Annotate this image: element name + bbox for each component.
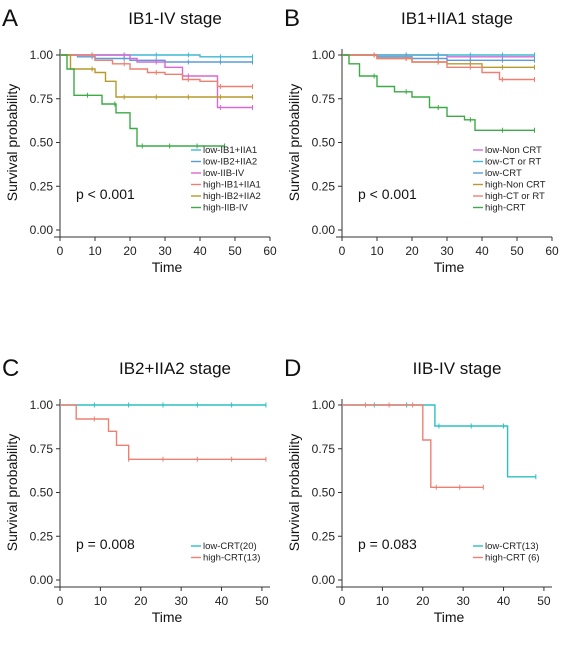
y-tick-label: 0.75	[312, 442, 336, 456]
legend-entry: low-CRT(20)	[203, 541, 257, 552]
y-tick-label: 1.00	[312, 48, 336, 62]
chart-title: IB1+IIA1 stage	[401, 9, 513, 28]
legend-entry: low-Non CRT	[485, 145, 542, 156]
x-tick-label: 50	[537, 594, 551, 608]
x-tick-label: 10	[370, 244, 384, 258]
panel-a: A IB1-IV stage 0.00 0.25 0.50 0.75 1.00 0 10 20 30…	[0, 0, 283, 319]
survival-curve	[60, 54, 253, 98]
panel-b: B IB1+IIA1 stage 0.00 0.25 0.50 0.75 1.00 0 10 20…	[282, 0, 565, 319]
survival-curve	[342, 54, 535, 81]
legend-entry: high-IIB-IV	[203, 203, 249, 214]
y-tick-label: 0.75	[30, 442, 54, 456]
x-axis-label: Time	[434, 609, 465, 625]
legend-entry: high-IB2+IIA2	[203, 191, 261, 202]
y-tick-label: 0.00	[312, 223, 336, 237]
legend-entry: low-CRT	[485, 168, 522, 179]
x-tick-label: 10	[376, 594, 390, 608]
y-tick-label: 0.25	[312, 529, 336, 543]
y-tick-label: 0.25	[30, 179, 54, 193]
y-tick-label: 0.25	[30, 529, 54, 543]
y-tick-label: 1.00	[30, 48, 54, 62]
x-tick-label: 30	[158, 244, 172, 258]
x-tick-label: 40	[215, 594, 229, 608]
legend-entry: high-IB1+IIA1	[203, 180, 261, 191]
legend-entry: high-CT or RT	[485, 191, 545, 202]
survival-curve	[60, 404, 266, 460]
y-axis-label: Survival probability	[286, 84, 302, 202]
x-tick-label: 20	[123, 244, 137, 258]
p-value: p < 0.001	[358, 186, 417, 202]
chart-title: IB2+IIA2 stage	[119, 359, 231, 378]
y-tick-label: 1.00	[312, 398, 336, 412]
x-axis-label: Time	[152, 609, 183, 625]
survival-curve	[342, 404, 536, 478]
y-tick-label: 0.00	[312, 573, 336, 587]
km-chart: A IB1-IV stage 0.00 0.25 0.50 0.75 1.00 0 10 20 30…	[2, 5, 277, 275]
y-tick-label: 1.00	[30, 398, 54, 412]
x-tick-label: 30	[456, 594, 470, 608]
x-tick-label: 30	[174, 594, 188, 608]
panel-letter: A	[2, 5, 18, 32]
x-tick-label: 20	[134, 594, 148, 608]
legend-entry: high-CRT (6)	[485, 553, 540, 564]
y-axis-label: Survival probability	[286, 434, 302, 552]
legend-entry: low-IB2+IIA2	[203, 157, 257, 168]
x-tick-label: 10	[94, 594, 108, 608]
panel-d: D IIB-IV stage 0.00 0.25 0.50 0.75 1.00 0 10 20 30…	[282, 350, 565, 669]
km-chart: D IIB-IV stage 0.00 0.25 0.50 0.75 1.00 0 10 20 30…	[284, 355, 552, 625]
panel-c: C IB2+IIA2 stage 0.00 0.25 0.50 0.75 1.00 0 10 20…	[0, 350, 283, 669]
panel-letter: C	[2, 355, 19, 382]
y-tick-label: 0.00	[30, 223, 54, 237]
y-axis-label: Survival probability	[4, 434, 20, 552]
legend-entry: high-CRT(13)	[203, 553, 260, 564]
chart-title: IIB-IV stage	[413, 359, 502, 378]
p-value: p < 0.001	[76, 186, 135, 202]
x-tick-label: 0	[57, 244, 64, 258]
y-tick-label: 0.00	[30, 573, 54, 587]
x-tick-label: 60	[263, 244, 277, 258]
x-tick-label: 40	[193, 244, 207, 258]
y-tick-label: 0.50	[30, 486, 54, 500]
y-tick-label: 0.75	[30, 92, 54, 106]
y-tick-label: 0.50	[312, 136, 336, 150]
survival-curve	[342, 54, 535, 131]
p-value: p = 0.008	[76, 536, 135, 552]
legend-entry: high-CRT	[485, 203, 526, 214]
km-chart: B IB1+IIA1 stage 0.00 0.25 0.50 0.75 1.00 0 10 20…	[284, 5, 559, 275]
km-chart: C IB2+IIA2 stage 0.00 0.25 0.50 0.75 1.00 0 10 20…	[2, 355, 270, 625]
x-tick-label: 40	[475, 244, 489, 258]
x-axis-label: Time	[152, 259, 183, 275]
p-value: p = 0.083	[358, 536, 417, 552]
legend-entry: high-Non CRT	[485, 180, 546, 191]
legend-entry: low-IIB-IV	[203, 168, 245, 179]
x-tick-label: 40	[497, 594, 511, 608]
x-tick-label: 60	[545, 244, 559, 258]
legend-entry: low-IB1+IIA1	[203, 145, 257, 156]
x-tick-label: 50	[510, 244, 524, 258]
x-tick-label: 0	[339, 594, 346, 608]
y-tick-label: 0.50	[312, 486, 336, 500]
y-tick-label: 0.25	[312, 179, 336, 193]
panel-letter: B	[284, 5, 300, 32]
x-tick-label: 0	[57, 594, 64, 608]
survival-curve	[60, 54, 253, 63]
survival-curve	[342, 404, 484, 488]
x-tick-label: 50	[228, 244, 242, 258]
y-tick-label: 0.50	[30, 136, 54, 150]
x-tick-label: 50	[255, 594, 269, 608]
y-axis-label: Survival probability	[4, 84, 20, 202]
x-tick-label: 0	[339, 244, 346, 258]
legend-entry: low-CT or RT	[485, 157, 541, 168]
x-tick-label: 10	[88, 244, 102, 258]
legend-entry: low-CRT(13)	[485, 541, 539, 552]
survival-curve	[60, 54, 225, 147]
chart-title: IB1-IV stage	[128, 9, 222, 28]
x-tick-label: 20	[416, 594, 430, 608]
x-tick-label: 30	[440, 244, 454, 258]
x-tick-label: 20	[405, 244, 419, 258]
x-axis-label: Time	[434, 259, 465, 275]
panel-letter: D	[284, 355, 301, 382]
y-tick-label: 0.75	[312, 92, 336, 106]
survival-curve	[60, 54, 253, 88]
